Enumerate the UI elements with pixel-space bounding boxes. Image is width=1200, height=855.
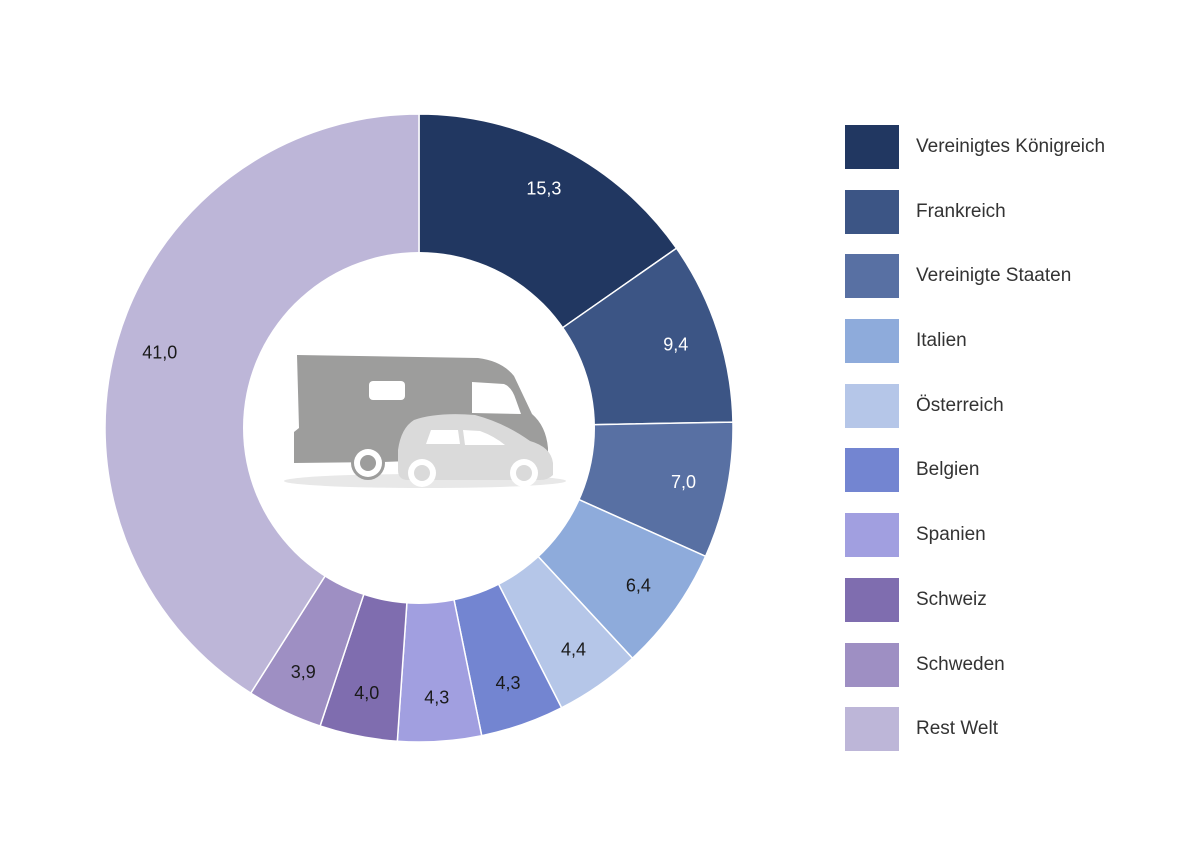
legend-item-italien: Italien — [845, 319, 1105, 364]
slice-label-vereinigtes-konigreich: 15,3 — [526, 179, 561, 199]
legend-swatch — [845, 383, 899, 428]
legend-label: Belgien — [916, 459, 980, 481]
slice-label-vereinigte-staaten: 7,0 — [671, 472, 696, 492]
legend-label: Spanien — [916, 524, 986, 546]
legend-item-osterreich: Österreich — [845, 383, 1105, 428]
slice-label-belgien: 4,3 — [496, 673, 521, 693]
legend-item-belgien: Belgien — [845, 448, 1105, 493]
legend-item-rest-welt: Rest Welt — [845, 707, 1105, 752]
legend-item-frankreich: Frankreich — [845, 189, 1105, 234]
slice-label-rest-welt: 41,0 — [142, 343, 177, 363]
legend-label: Vereinigtes Königreich — [916, 136, 1106, 157]
legend-label: Italien — [916, 330, 967, 352]
legend-item-vereinigte-staaten: Vereinigte Staaten — [845, 254, 1105, 299]
slice-label-frankreich: 9,4 — [663, 335, 688, 355]
slice-label-italien: 6,4 — [626, 575, 651, 595]
slice-label-osterreich: 4,4 — [561, 639, 586, 659]
legend-item-schweden: Schweden — [845, 642, 1105, 687]
legend-label: Schweiz — [916, 588, 987, 610]
legend-swatch — [845, 189, 899, 234]
slice-label-spanien: 4,3 — [424, 687, 449, 707]
legend-item-schweiz: Schweiz — [845, 577, 1105, 622]
legend-label: Rest Welt — [916, 718, 999, 740]
legend-label: Österreich — [916, 394, 1004, 416]
legend-item-spanien: Spanien — [845, 513, 1105, 558]
legend-swatch — [845, 577, 899, 622]
legend-swatch — [845, 319, 899, 364]
legend-swatch — [845, 513, 899, 558]
legend-swatch — [845, 448, 899, 493]
slice-labels: 15,3 9,4 7,0 6,4 4,4 4,3 4,3 4,0 3,9 41,0 — [142, 179, 696, 708]
legend-swatch — [845, 125, 899, 169]
legend-label: Frankreich — [916, 200, 1006, 222]
legend-label: Schweden — [916, 653, 1005, 675]
legend: Vereinigtes Königreich Frankreich Vereinig… — [845, 125, 1105, 772]
motorhome-and-car-icon — [284, 355, 566, 488]
legend-swatch — [845, 254, 899, 299]
legend-swatch — [845, 707, 899, 752]
slice-label-schweiz: 4,0 — [354, 683, 379, 703]
legend-swatch — [845, 642, 899, 687]
legend-label: Vereinigte Staaten — [916, 265, 1072, 287]
slice-label-schweden: 3,9 — [291, 662, 316, 682]
legend-item-vereinigtes-konigreich: Vereinigtes Königreich — [845, 125, 1105, 169]
